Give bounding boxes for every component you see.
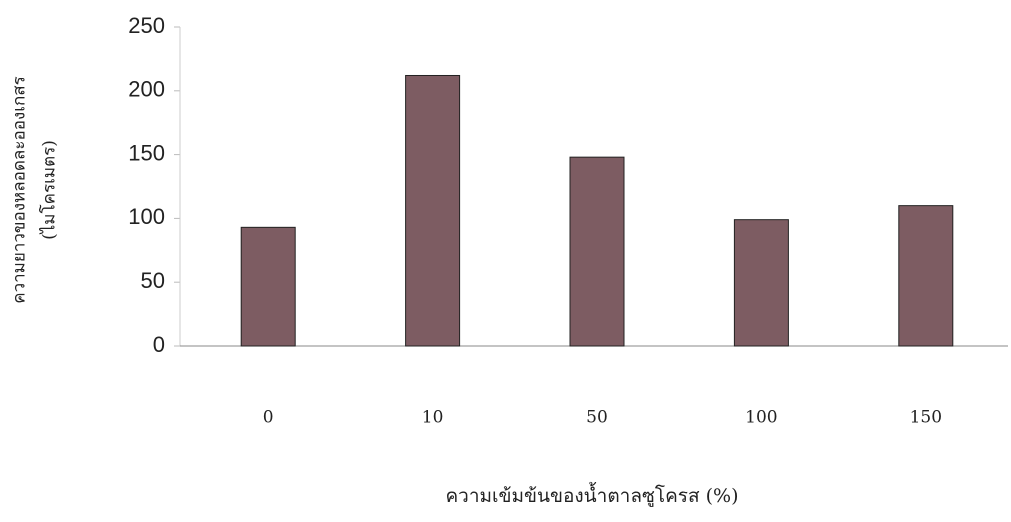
y-tick-label: 0 (153, 332, 165, 357)
y-tick-label: 200 (128, 77, 165, 102)
x-tick-label: 0 (263, 408, 274, 428)
x-tick-label: 100 (745, 408, 777, 428)
y-label-group: ความยาวของหลอดละอองเกสร (10, 76, 30, 304)
y-axis-label: (ไมโครเมตร) (39, 140, 60, 240)
x-axis-label: ความเข้มข้นของน้ำตาลซูโครส (%) (445, 482, 738, 507)
bar (569, 156, 625, 347)
y-axis-label: ความยาวของหลอดละอองเกสร (10, 76, 30, 304)
y-tick-label: 100 (128, 204, 165, 229)
bar (240, 226, 296, 347)
y-tick-label: 50 (141, 268, 165, 293)
y-tick-label: 250 (128, 13, 165, 38)
bar (733, 219, 789, 347)
x-tick-label: 150 (910, 408, 942, 428)
y-tick-label: 150 (128, 140, 165, 165)
bar (405, 74, 461, 347)
x-tick-label: 10 (422, 408, 444, 428)
y-label-group: (ไมโครเมตร) (39, 140, 60, 240)
x-tick-label: 50 (586, 408, 608, 428)
bar (898, 205, 954, 347)
